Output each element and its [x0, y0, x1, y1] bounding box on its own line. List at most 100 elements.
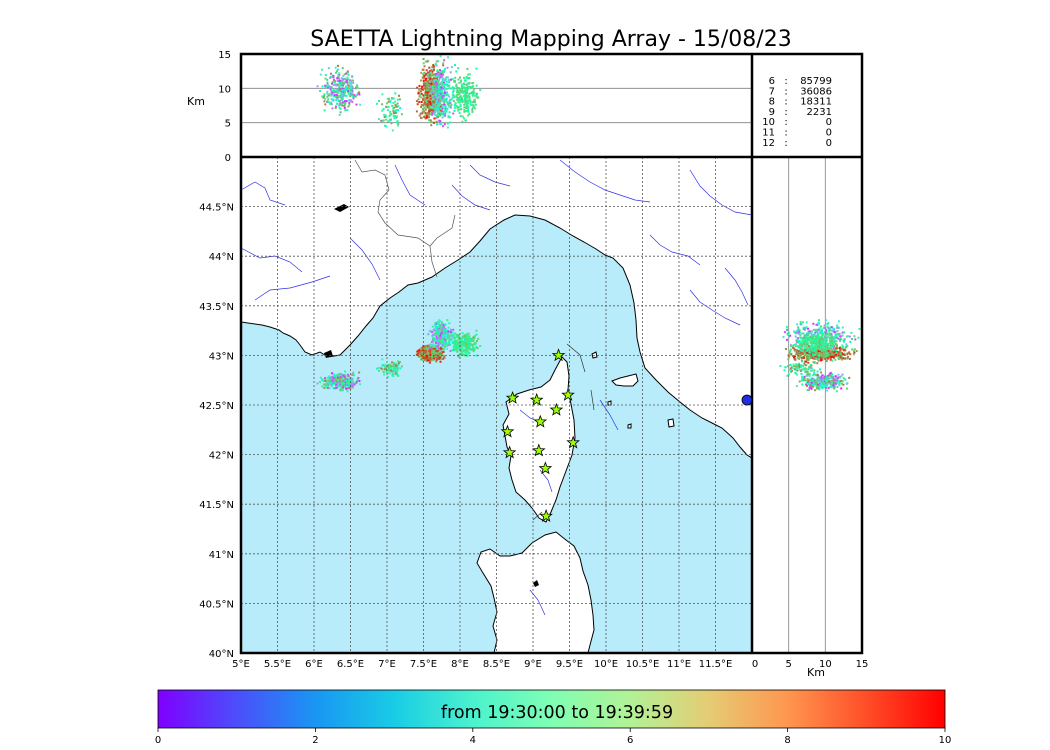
lightning-source	[387, 120, 390, 123]
lightning-source	[419, 96, 422, 99]
lightning-source	[820, 378, 822, 381]
lightning-source	[794, 367, 797, 370]
lightning-source	[814, 337, 817, 340]
lightning-source	[818, 354, 821, 357]
lightning-source	[324, 380, 327, 383]
lightning-source	[436, 326, 439, 329]
lightning-source	[444, 67, 446, 70]
lightning-source	[440, 348, 443, 351]
lightning-source	[456, 96, 458, 99]
lightning-source	[392, 370, 395, 373]
lightning-source	[444, 113, 447, 116]
lightning-source	[467, 94, 470, 97]
lightning-source	[796, 363, 799, 366]
lightning-source	[797, 352, 800, 355]
lightning-source	[427, 100, 430, 103]
lightning-source	[327, 376, 330, 379]
lightning-source	[425, 101, 428, 104]
lightning-source	[803, 334, 806, 337]
lightning-source	[444, 327, 447, 330]
lightning-source	[426, 349, 429, 352]
lightning-source	[831, 359, 834, 362]
lightning-source	[444, 107, 447, 110]
lightning-source	[434, 94, 437, 97]
lightning-source	[824, 331, 827, 333]
lightning-source	[428, 80, 431, 83]
lightning-source	[431, 112, 434, 115]
lightning-source	[450, 106, 452, 109]
lightning-source	[470, 337, 473, 340]
lightning-source	[427, 99, 430, 102]
lightning-source	[433, 349, 436, 352]
lightning-source	[466, 99, 469, 102]
lightning-source	[436, 357, 439, 360]
lightning-source	[444, 105, 447, 108]
colorbar-tick-label: 10	[939, 735, 952, 746]
lightning-source	[420, 71, 423, 74]
lightning-source	[345, 86, 347, 89]
lightning-source	[432, 351, 435, 354]
lightning-source	[835, 343, 838, 346]
lightning-source	[398, 94, 400, 97]
lightning-source	[431, 106, 434, 108]
lightning-source	[441, 338, 443, 341]
lightning-source	[438, 336, 441, 339]
lightning-source	[340, 92, 343, 95]
lightning-source	[327, 67, 330, 70]
lightning-source	[805, 335, 808, 338]
lightning-source	[423, 84, 426, 87]
lightning-source	[432, 100, 435, 103]
lightning-source	[342, 87, 345, 90]
lightning-source	[808, 345, 810, 348]
lightning-source	[801, 377, 804, 380]
lightning-source	[430, 346, 433, 349]
lightning-source	[381, 358, 384, 361]
lightning-source	[423, 101, 426, 104]
lightning-source	[343, 104, 346, 107]
small-island	[627, 423, 632, 429]
lightning-source	[838, 332, 841, 335]
lightning-source	[351, 88, 354, 91]
lightning-source	[344, 77, 347, 80]
lightning-source	[811, 343, 813, 346]
lightning-source	[349, 86, 352, 89]
lightning-source	[451, 94, 454, 97]
lightning-source	[319, 73, 322, 76]
lightning-source	[794, 372, 797, 375]
lightning-source	[435, 60, 438, 63]
lightning-source	[441, 72, 444, 75]
lightning-source	[798, 353, 801, 356]
lightning-source	[436, 85, 439, 88]
lightning-source	[788, 355, 791, 358]
lightning-source	[809, 366, 812, 369]
lightning-source	[804, 379, 807, 382]
lightning-source	[428, 329, 431, 332]
lightning-source	[806, 372, 809, 375]
lightning-source	[807, 327, 809, 330]
lightning-source	[329, 379, 332, 382]
lightning-source	[804, 353, 807, 356]
lightning-source	[842, 357, 845, 360]
lightning-source	[816, 329, 819, 332]
lightning-source	[424, 348, 427, 351]
lightning-source	[806, 354, 809, 356]
map-longitude-ticks: 5°E 5.5°E 6°E 6.5°E 7°E 7.5°E 8°E 8.5°E 9°E 9.5°E…	[232, 659, 732, 670]
lightning-source	[786, 333, 789, 336]
lightning-source	[427, 356, 430, 358]
lightning-source	[471, 92, 474, 95]
lightning-source	[823, 347, 826, 350]
lightning-source	[793, 331, 796, 334]
lightning-source	[349, 82, 352, 85]
lightning-source	[400, 365, 403, 368]
lightning-source	[446, 122, 449, 125]
lightning-source	[799, 368, 802, 371]
lightning-source	[832, 341, 835, 344]
lightning-source	[820, 359, 822, 362]
lightning-source	[806, 349, 809, 352]
lightning-source	[828, 326, 831, 329]
lightning-source	[832, 349, 835, 352]
lightning-source	[819, 337, 822, 339]
lightning-source	[441, 96, 444, 99]
lightning-source	[396, 102, 399, 105]
